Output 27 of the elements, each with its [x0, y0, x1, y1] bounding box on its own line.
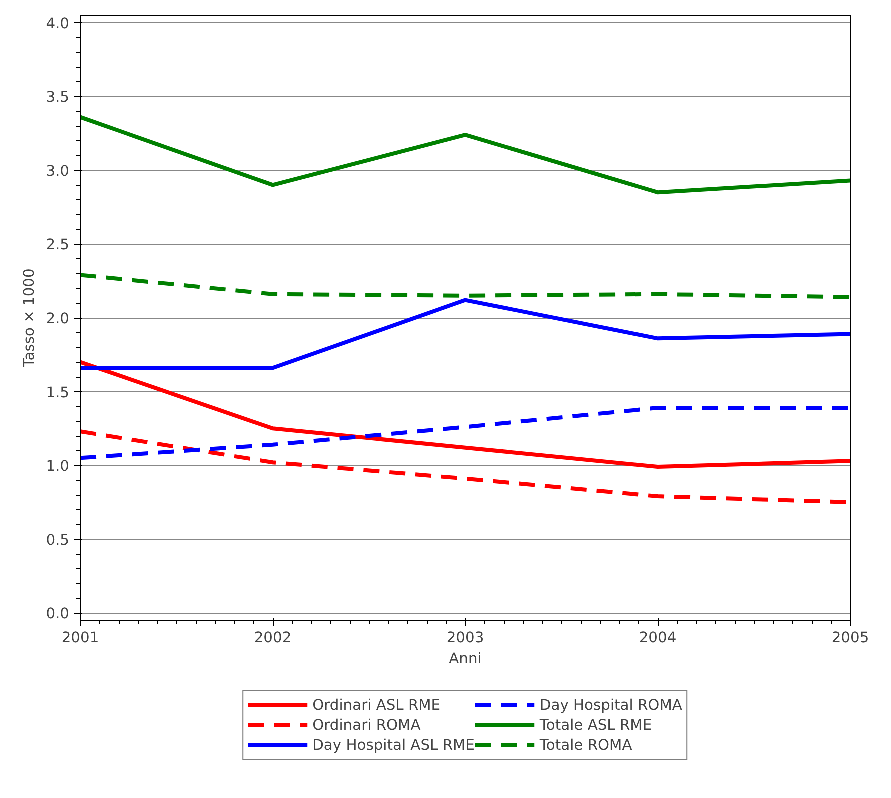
line-series — [80, 273, 850, 300]
legend-label: Totale ASL RME — [540, 716, 652, 734]
y-tick-label: 4.0 — [46, 15, 70, 32]
x-tick-label: 2003 — [446, 630, 484, 646]
y-tick-label: 1.5 — [46, 384, 70, 402]
y-tick-label: 2.5 — [46, 236, 70, 254]
y-tick-label: 0.0 — [46, 606, 70, 623]
legend-label: Day Hospital ROMA — [540, 696, 682, 714]
legend-label: Ordinari ROMA — [312, 716, 421, 734]
line-series — [80, 360, 850, 470]
x-tick-label: 2001 — [62, 630, 100, 646]
x-tick-label: 2005 — [832, 630, 870, 646]
y-tick-label: 2.0 — [46, 310, 70, 328]
y-tick-label: 0.5 — [46, 532, 70, 549]
line-series — [80, 406, 850, 460]
legend-label: Day Hospital ASL RME — [312, 736, 475, 754]
line-series — [80, 115, 850, 195]
line-series — [80, 298, 850, 370]
legend-label: Ordinari ASL RME — [312, 696, 441, 714]
y-tick-label: 3.0 — [46, 162, 70, 180]
x-tick-label: 2004 — [639, 630, 677, 646]
legend-label: Totale ROMA — [540, 736, 632, 754]
x-tick-label: 2002 — [254, 630, 292, 646]
x-axis-title: Anni — [449, 650, 482, 668]
y-tick-label: 3.5 — [46, 89, 70, 106]
y-axis-title: Tasso × 1000 — [21, 268, 38, 368]
y-tick-label: 1.0 — [46, 458, 70, 476]
